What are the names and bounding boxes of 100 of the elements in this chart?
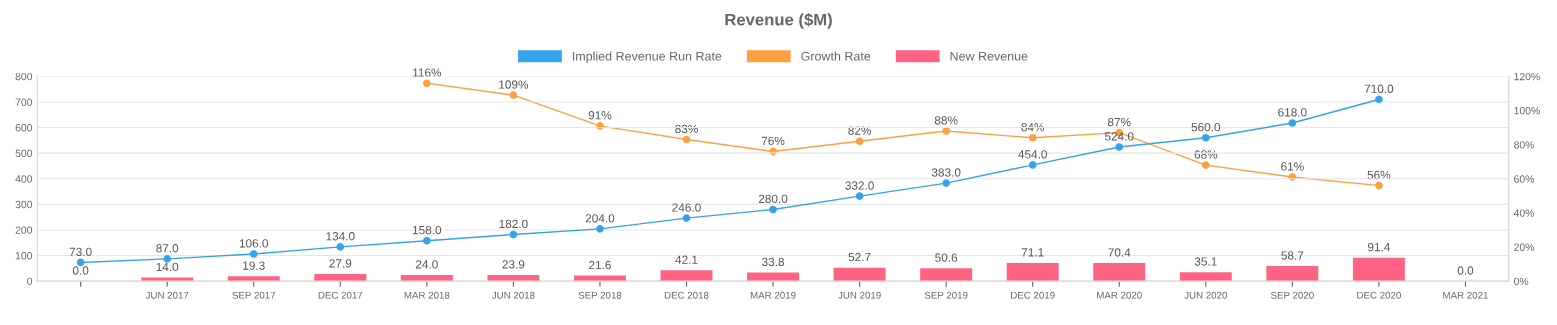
point (1201, 133, 1210, 142)
data-label: 332.0 (845, 181, 874, 190)
data-label: 88% (934, 116, 958, 125)
point (855, 137, 864, 146)
x-tick-label: SEP 2020 (1270, 291, 1314, 299)
data-label: 58.7 (1281, 251, 1304, 260)
data-label: 87% (1107, 117, 1131, 127)
point (942, 179, 950, 187)
y2-tick-label: 20% (1514, 243, 1535, 251)
data-label: 21.6 (589, 260, 611, 270)
data-label: 33.8 (762, 257, 785, 267)
point (682, 214, 691, 222)
x-tick-label: DEC 2019 (1011, 291, 1055, 299)
data-label: 50.6 (935, 253, 958, 262)
point (596, 122, 604, 130)
bar (1093, 263, 1146, 282)
bar (660, 270, 713, 282)
data-label: 383.0 (931, 168, 961, 177)
y2-tick-label: 120% (1514, 72, 1540, 81)
x-tick-label: DEC 2020 (1357, 291, 1401, 299)
data-label: 71.1 (1021, 248, 1044, 257)
legend-label: New Revenue (950, 51, 1028, 61)
point (249, 250, 258, 258)
data-label: 106.0 (239, 239, 269, 248)
y-tick-label: 0 (27, 277, 33, 285)
x-tick-label: JUN 2019 (838, 291, 881, 299)
point (509, 230, 518, 239)
bar (747, 272, 800, 282)
point (423, 79, 431, 88)
data-label: 68% (1194, 150, 1218, 159)
x-tick-label: DEC 2017 (318, 291, 363, 299)
y-tick-label: 300 (15, 200, 33, 209)
point (1028, 161, 1037, 169)
bar (1266, 266, 1319, 282)
data-label: 27.9 (329, 259, 352, 268)
point (1288, 119, 1297, 127)
data-label: 70.4 (1108, 248, 1131, 257)
point (423, 236, 431, 245)
data-label: 0.0 (1457, 266, 1474, 275)
data-label: 14.0 (156, 262, 179, 272)
data-label: 134.0 (326, 232, 355, 241)
x-tick-label: SEP 2017 (232, 291, 276, 299)
data-label: 76% (761, 136, 785, 146)
chart-title: Revenue ($M) (725, 13, 832, 29)
x-tick-label: MAR 2021 (1443, 291, 1488, 299)
data-label: 618.0 (1278, 108, 1307, 117)
data-label: 24.0 (415, 260, 438, 269)
y-tick-label: 600 (15, 124, 33, 132)
data-label: 109% (499, 80, 529, 89)
bar (1006, 262, 1059, 282)
y2-tick-label: 80% (1514, 141, 1535, 149)
point (1201, 161, 1210, 169)
data-label: 0.0 (72, 266, 89, 275)
y2-tick-label: 60% (1514, 175, 1535, 183)
legend-label: Implied Revenue Run Rate (572, 51, 722, 64)
point (769, 205, 777, 214)
bar (1352, 257, 1405, 282)
data-label: 158.0 (412, 225, 442, 235)
y-tick-label: 100 (15, 252, 33, 260)
data-label: 454.0 (1018, 150, 1048, 159)
data-label: 23.9 (502, 260, 525, 269)
x-tick-label: JUN 2020 (1184, 291, 1228, 299)
point (1375, 181, 1383, 190)
data-label: 91% (588, 111, 612, 120)
y2-tick-label: 100% (1514, 107, 1540, 115)
point (509, 91, 518, 99)
data-label: 91.4 (1367, 242, 1391, 252)
data-label: 710.0 (1364, 84, 1394, 93)
point (336, 243, 345, 251)
data-label: 52.7 (848, 252, 871, 262)
data-label: 560.0 (1191, 123, 1221, 132)
x-tick-label: DEC 2018 (664, 291, 709, 299)
x-tick-label: SEP 2019 (924, 291, 968, 299)
point (682, 135, 691, 144)
y-tick-label: 700 (15, 98, 33, 106)
data-label: 116% (413, 68, 442, 77)
y-tick-label: 800 (15, 72, 33, 81)
bar (920, 268, 973, 282)
data-label: 182.0 (499, 219, 528, 229)
data-label: 19.3 (243, 261, 265, 270)
x-tick-label: MAR 2018 (404, 291, 450, 299)
x-tick-label: MAR 2020 (1097, 291, 1142, 299)
data-label: 87.0 (156, 244, 179, 253)
data-label: 204.0 (585, 214, 615, 223)
data-label: 280.0 (758, 194, 788, 204)
data-label: 246.0 (672, 203, 701, 212)
point (855, 192, 864, 200)
y2-tick-label: 0% (1514, 277, 1529, 285)
point (942, 127, 950, 135)
data-label: 61% (1281, 162, 1304, 171)
data-label: 35.1 (1194, 257, 1217, 266)
x-tick-label: JUN 2018 (491, 291, 535, 299)
y-tick-label: 200 (15, 226, 33, 234)
legend-label: Growth Rate (801, 51, 871, 61)
y-tick-label: 500 (15, 149, 33, 158)
data-label: 42.1 (675, 255, 698, 264)
y2-tick-label: 40% (1513, 209, 1535, 217)
point (596, 225, 604, 233)
point (1375, 95, 1383, 104)
data-label: 73.0 (69, 247, 92, 257)
